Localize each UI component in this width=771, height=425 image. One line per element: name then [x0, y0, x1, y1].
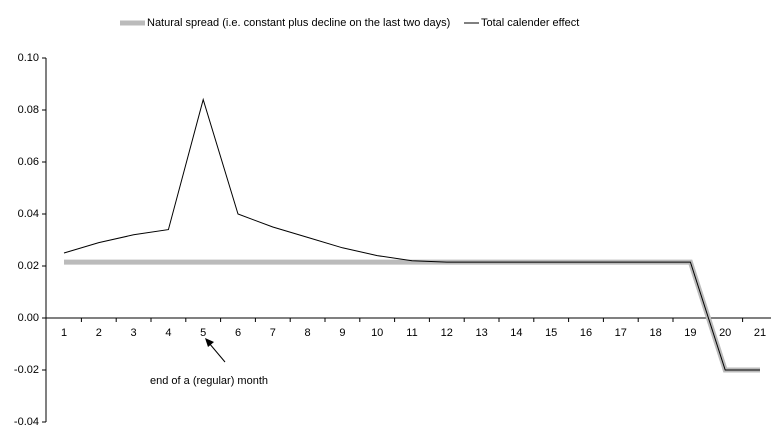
- annotation: end of a (regular) month: [150, 375, 268, 387]
- x-tick-label: 10: [371, 327, 383, 339]
- series-line: [64, 259, 760, 373]
- x-tick-label: 3: [131, 327, 137, 339]
- x-tick-label: 18: [649, 327, 661, 339]
- x-tick-label: 20: [719, 327, 731, 339]
- y-tick-label: 0.06: [18, 156, 39, 168]
- x-tick-label: 14: [510, 327, 522, 339]
- x-tick-label: 16: [580, 327, 592, 339]
- y-tick-label: 0.10: [18, 52, 39, 64]
- y-tick-label: 0.02: [18, 260, 39, 272]
- series-line: [63, 97, 760, 371]
- x-tick-label: 6: [235, 327, 241, 339]
- y-tick-label: -0.04: [14, 416, 39, 425]
- legend-label: Natural spread (i.e. constant plus decli…: [147, 17, 450, 29]
- y-tick-label: 0.04: [18, 208, 39, 220]
- annotation-arrow: [208, 342, 226, 363]
- x-tick-label: 19: [684, 327, 696, 339]
- arrow-head: [205, 338, 214, 347]
- legend-label: Total calender effect: [481, 17, 579, 29]
- x-tick-label: 12: [441, 327, 453, 339]
- x-tick-label: 11: [406, 327, 417, 339]
- x-tick-label: 9: [339, 327, 345, 339]
- y-tick-label: 0.08: [18, 104, 39, 116]
- y-tick-label: -0.02: [14, 364, 39, 376]
- x-tick-label: 17: [615, 327, 627, 339]
- x-tick-label: 21: [754, 327, 766, 339]
- y-tick-label: 0.00: [18, 312, 39, 324]
- x-tick-label: 8: [305, 327, 311, 339]
- x-tick-label: 13: [475, 327, 487, 339]
- x-tick-label: 2: [96, 327, 102, 339]
- x-tick-label: 4: [165, 327, 171, 339]
- x-tick-label: 7: [270, 327, 276, 339]
- x-tick-label: 1: [61, 327, 67, 339]
- x-tick-label: 5: [200, 327, 206, 339]
- x-tick-label: 15: [545, 327, 557, 339]
